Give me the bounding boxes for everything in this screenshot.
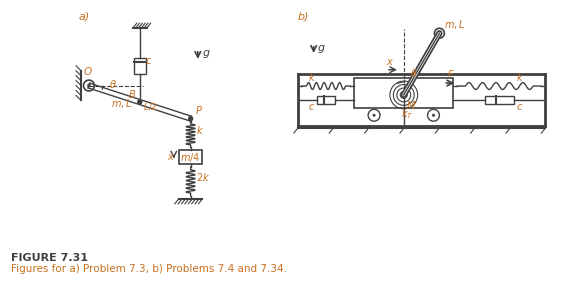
Text: $k$: $k$ [516,71,523,83]
Text: $\theta$: $\theta$ [410,67,417,79]
Circle shape [432,114,435,117]
Text: b): b) [298,11,309,21]
Circle shape [373,114,375,117]
Text: $k$: $k$ [308,71,316,83]
Text: $c$: $c$ [145,56,152,65]
Text: $L/2$: $L/2$ [142,101,157,112]
Text: $g$: $g$ [202,48,210,60]
Text: $x$: $x$ [386,57,394,67]
Text: $B$: $B$ [128,88,136,100]
Text: $2k$: $2k$ [196,171,210,183]
Text: a): a) [79,11,90,21]
Bar [354,78,453,108]
Circle shape [188,117,192,121]
Text: $m, L$: $m, L$ [444,18,466,31]
Text: $c$: $c$ [308,102,315,112]
Text: $x$: $x$ [167,152,175,162]
Text: $O$: $O$ [83,65,93,77]
Text: $\theta$: $\theta$ [109,78,117,90]
Bar [179,150,203,164]
Text: $k$: $k$ [196,124,204,137]
Text: $m, L$: $m, L$ [111,97,132,110]
Text: $M$: $M$ [406,99,416,111]
Circle shape [138,100,142,104]
Text: $c$: $c$ [516,102,523,112]
Text: FIGURE 7.31: FIGURE 7.31 [11,253,88,263]
Circle shape [434,28,444,38]
Circle shape [87,84,91,87]
Text: $P$: $P$ [195,104,203,116]
Bar [485,96,514,104]
Text: Figures for a) Problem 7.3, b) Problems 7.4 and 7.34.: Figures for a) Problem 7.3, b) Problems … [11,264,287,274]
Bar [317,96,335,104]
Text: $g$: $g$ [316,43,325,55]
Text: $m/4$: $m/4$ [181,151,201,164]
Text: $F$: $F$ [447,68,455,80]
Bar [134,58,146,74]
Circle shape [402,93,406,97]
Text: $k_T$: $k_T$ [401,107,413,121]
